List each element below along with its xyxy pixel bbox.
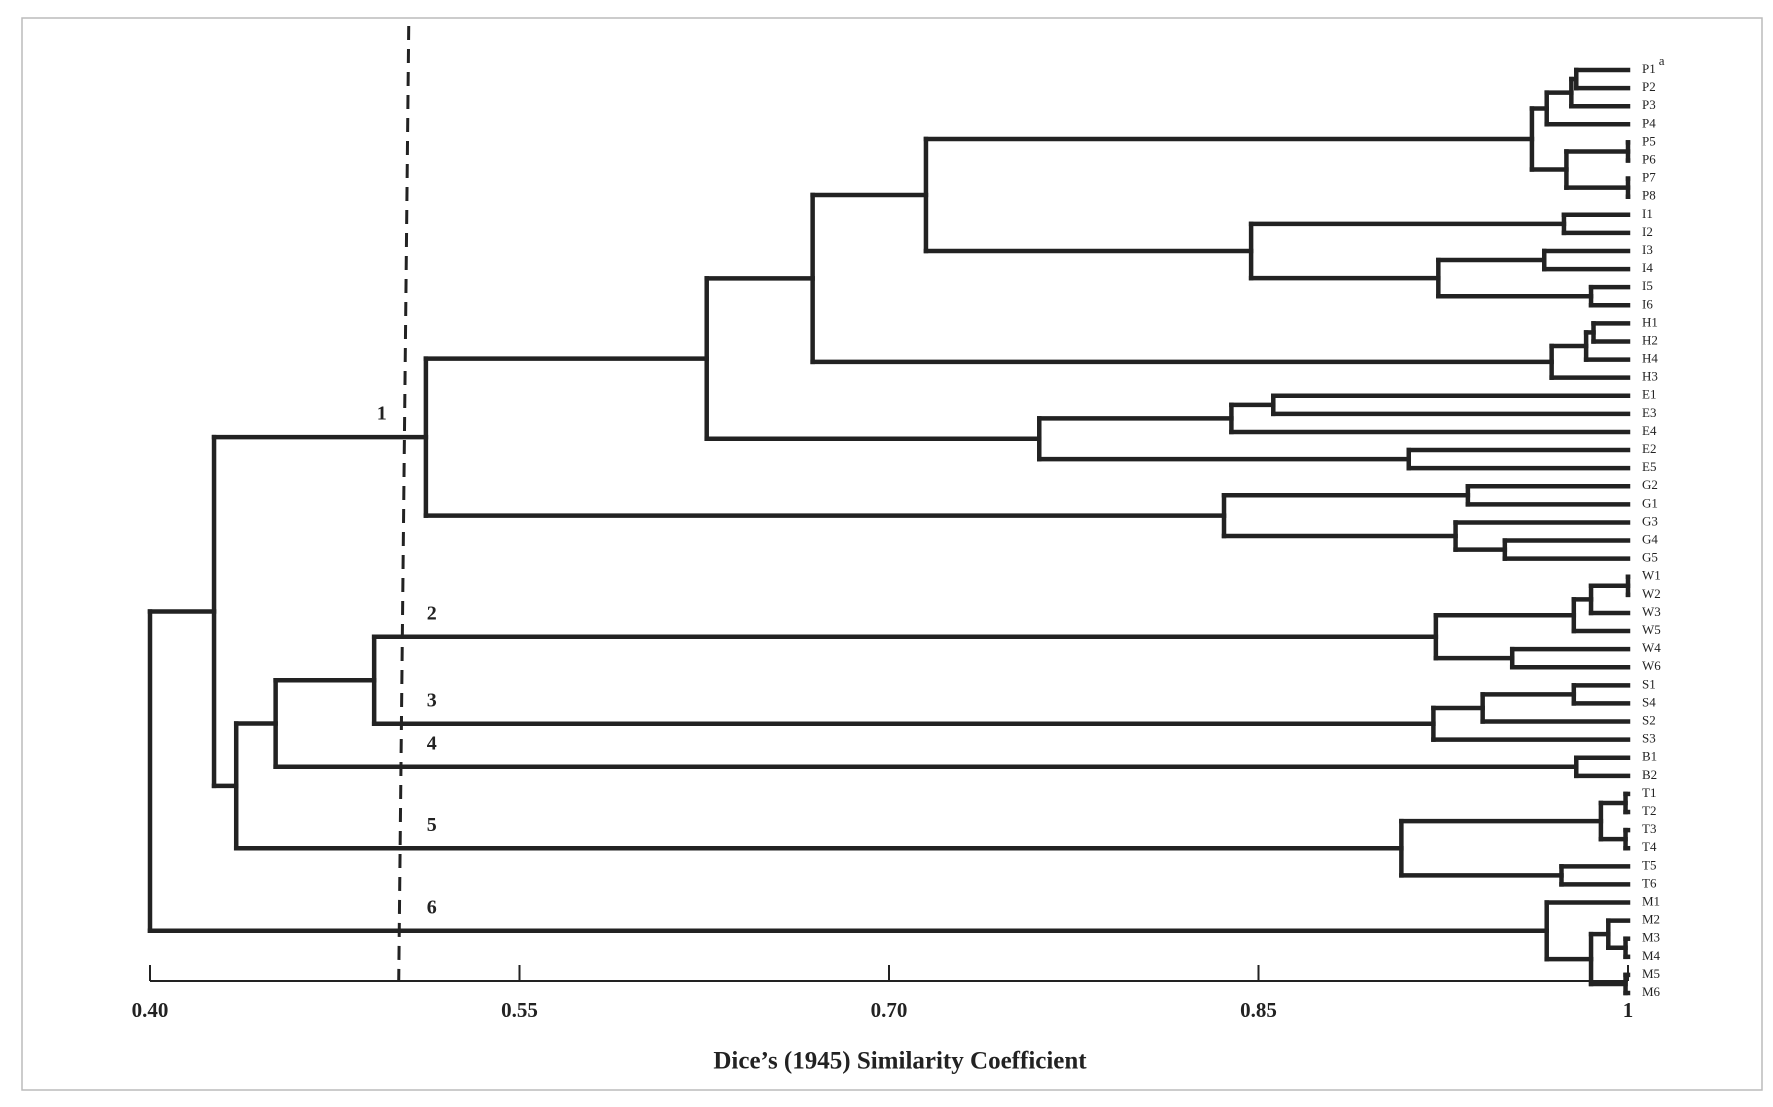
leaf-label: T2 [1642, 803, 1656, 818]
leaf-label: H3 [1642, 369, 1658, 384]
leaf-label: M5 [1642, 966, 1660, 981]
leaf-label: M4 [1642, 948, 1661, 963]
x-tick-label: 1 [1623, 998, 1634, 1022]
leaf-label: P3 [1642, 97, 1656, 112]
leaf-label: P4 [1642, 115, 1656, 130]
leaf-label: W4 [1642, 640, 1661, 655]
leaf-label: W3 [1642, 604, 1661, 619]
leaf-label: W6 [1642, 658, 1661, 673]
x-tick-label: 0.85 [1240, 998, 1277, 1022]
leaf-label: G3 [1642, 513, 1658, 528]
cutoff-line [397, 25, 411, 982]
leaf-label: S1 [1642, 676, 1656, 691]
leaf-label: T6 [1642, 875, 1657, 890]
leaf-label: P8 [1642, 188, 1656, 203]
leaf-label: W2 [1642, 586, 1661, 601]
leaf-label: I1 [1642, 206, 1653, 221]
cluster-label: 4 [427, 732, 437, 754]
leaf-label: P7 [1642, 170, 1656, 185]
cluster-label: 3 [427, 689, 437, 711]
leaf-label: P1 [1642, 61, 1656, 76]
leaf-label: E2 [1642, 441, 1656, 456]
leaf-label: E5 [1642, 459, 1656, 474]
leaf-label: S4 [1642, 694, 1656, 709]
note-mark: a [1659, 53, 1665, 68]
leaf-label: H2 [1642, 332, 1658, 347]
leaf-label: P6 [1642, 151, 1656, 166]
cluster-label: 1 [377, 403, 387, 425]
x-tick-label: 0.40 [132, 998, 169, 1022]
leaf-label: T4 [1642, 839, 1657, 854]
leaf-label: T3 [1642, 821, 1656, 836]
leaf-label: I6 [1642, 296, 1653, 311]
leaf-label: T1 [1642, 785, 1656, 800]
leaf-label: B1 [1642, 749, 1657, 764]
leaf-label: S2 [1642, 713, 1656, 728]
leaf-label: M2 [1642, 912, 1660, 927]
leaf-label: G1 [1642, 495, 1658, 510]
leaf-label: E3 [1642, 405, 1656, 420]
leaf-label: E4 [1642, 423, 1657, 438]
leaf-label: M1 [1642, 893, 1660, 908]
x-tick-label: 0.70 [871, 998, 908, 1022]
x-axis-title: Dice’s (1945) Similarity Coefficient [713, 1048, 1087, 1075]
leaf-label: I3 [1642, 242, 1653, 257]
leaf-label: T5 [1642, 857, 1656, 872]
leaf-label: P5 [1642, 133, 1656, 148]
leaf-label: H1 [1642, 314, 1658, 329]
leaf-label: I5 [1642, 278, 1653, 293]
cluster-label: 6 [427, 896, 437, 918]
leaf-label: M6 [1642, 984, 1661, 999]
leaf-label: H4 [1642, 351, 1658, 366]
leaf-label: I4 [1642, 260, 1653, 275]
leaf-label: B2 [1642, 767, 1657, 782]
leaf-label: M3 [1642, 930, 1660, 945]
leaf-label: G4 [1642, 532, 1658, 547]
leaf-label: G2 [1642, 477, 1658, 492]
x-tick-label: 0.55 [501, 998, 538, 1022]
cluster-label: 2 [427, 602, 437, 624]
frame [21, 17, 1763, 1091]
leaf-label: P2 [1642, 79, 1656, 94]
leaf-label: W1 [1642, 568, 1661, 583]
leaf-label: G5 [1642, 550, 1658, 565]
leaf-label: S3 [1642, 731, 1656, 746]
leaf-label: E1 [1642, 387, 1656, 402]
leaf-label: I2 [1642, 224, 1653, 239]
leaf-label: W5 [1642, 622, 1661, 637]
cluster-label: 5 [427, 814, 437, 836]
